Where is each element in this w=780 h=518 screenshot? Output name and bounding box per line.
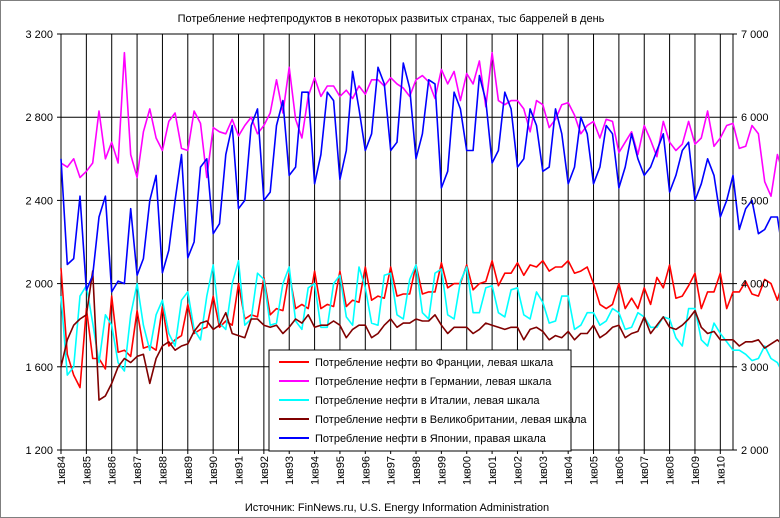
- left-tick-label: 1 600: [25, 362, 53, 374]
- x-tick-label: 1кв00: [462, 456, 474, 485]
- x-tick-label: 1кв99: [436, 456, 448, 485]
- x-tick-label: 1кв10: [715, 456, 727, 485]
- left-tick-label: 1 200: [25, 445, 53, 457]
- x-tick-label: 1кв02: [512, 456, 524, 485]
- series-lines: [60, 51, 779, 401]
- right-tick-label: 5 000: [741, 195, 769, 207]
- chart-title: Потребление нефтепродуктов в некоторых р…: [178, 13, 605, 25]
- x-tick-label: 1кв88: [157, 456, 169, 485]
- x-tick-label: 1кв87: [132, 456, 144, 485]
- right-axis-ticks: 2 000 3 000 4 000 5 000 6 000 7 000: [733, 29, 769, 457]
- x-tick-label: 1кв01: [487, 456, 499, 485]
- x-tick-label: 1кв91: [234, 456, 246, 485]
- x-tick-label: 1кв95: [335, 456, 347, 485]
- left-tick-label: 2 400: [25, 195, 53, 207]
- x-tick-label: 1кв96: [360, 456, 372, 485]
- legend-label: Потребление нефти во Франции, левая шкал…: [315, 357, 554, 369]
- right-tick-label: 2 000: [741, 445, 769, 457]
- x-tick-label: 1кв89: [183, 456, 195, 485]
- legend-label: Потребление нефти в Великобритании, лева…: [315, 414, 587, 426]
- series-line-japan: [60, 62, 779, 293]
- x-tick-label: 1кв92: [259, 456, 271, 485]
- x-tick-label: 1кв07: [639, 456, 651, 485]
- left-tick-label: 2 800: [25, 112, 53, 124]
- series-line-uk: [60, 270, 779, 401]
- left-tick-label: 2 000: [25, 279, 53, 291]
- legend-label: Потребление нефти в Японии, правая шкала: [315, 433, 547, 445]
- chart-source: Источник: FinNews.ru, U.S. Energy Inform…: [245, 502, 549, 514]
- legend-label: Потребление нефти в Германии, левая шкал…: [315, 376, 552, 388]
- x-tick-label: 1кв08: [665, 456, 677, 485]
- chart-legend: Потребление нефти во Франции, левая шкал…: [268, 349, 587, 452]
- x-tick-label: 1кв06: [614, 456, 626, 485]
- x-tick-label: 1кв86: [107, 456, 119, 485]
- right-tick-label: 6 000: [741, 112, 769, 124]
- x-tick-label: 1кв98: [411, 456, 423, 485]
- legend-box: [268, 349, 572, 452]
- x-tick-label: 1кв90: [208, 456, 220, 485]
- x-tick-label: 1кв93: [284, 456, 296, 485]
- x-tick-label: 1кв05: [589, 456, 601, 485]
- x-tick-label: 1кв03: [538, 456, 550, 485]
- right-tick-label: 7 000: [741, 29, 769, 41]
- series-line-italy: [60, 259, 779, 376]
- x-tick-label: 1кв85: [81, 456, 93, 485]
- x-tick-label: 1кв04: [563, 456, 575, 485]
- left-axis-ticks: 1 200 1 600 2 000 2 400 2 800 3 200: [25, 29, 61, 457]
- x-axis-ticks: 1кв84 1кв85 1кв86 1кв87 1кв88 1кв89 1кв90 1кв91…: [56, 450, 727, 485]
- right-tick-label: 4 000: [741, 279, 769, 291]
- x-tick-label: 1кв97: [386, 456, 398, 485]
- series-line-germany: [60, 51, 779, 197]
- left-tick-label: 3 200: [25, 29, 53, 41]
- right-tick-label: 3 000: [741, 362, 769, 374]
- x-tick-label: 1кв94: [310, 456, 322, 485]
- x-tick-label: 1кв09: [690, 456, 702, 485]
- x-tick-label: 1кв84: [56, 456, 68, 485]
- legend-label: Потребление нефти в Италии, левая шкала: [315, 395, 540, 407]
